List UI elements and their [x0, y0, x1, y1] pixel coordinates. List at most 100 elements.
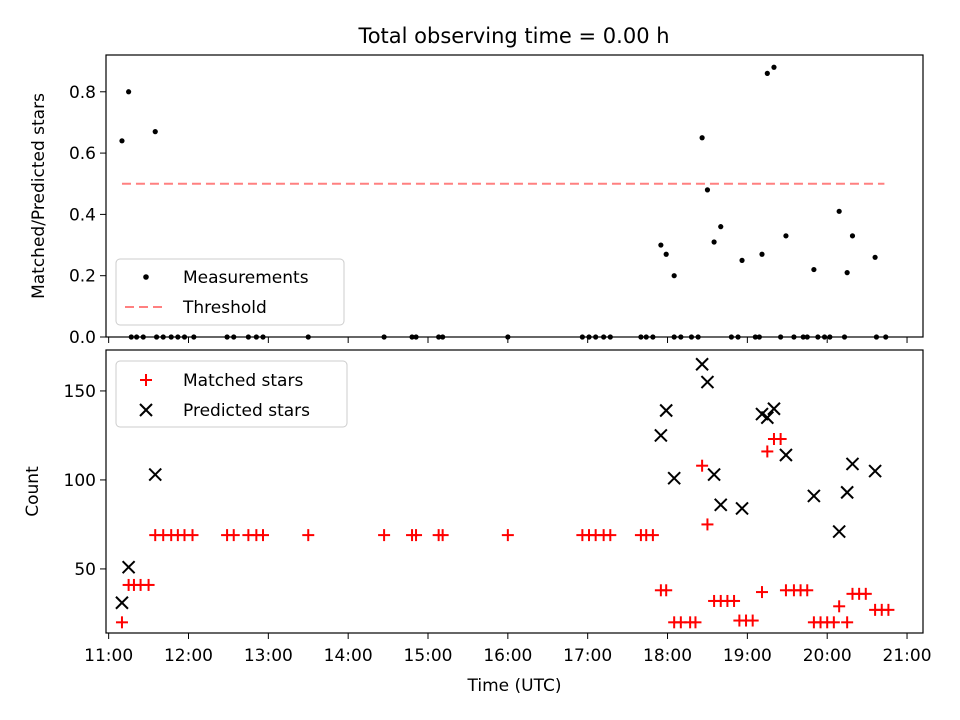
- y-tick-label: 0.8: [69, 83, 96, 103]
- x-tick-label: 18:00: [643, 646, 692, 666]
- measurement-point: [695, 334, 701, 340]
- y-axis-label: Count: [23, 466, 43, 517]
- measurement-point: [505, 334, 511, 340]
- legend-marker-matched: [140, 374, 152, 386]
- measurement-point: [718, 224, 724, 230]
- matched-star-point: [833, 600, 846, 613]
- x-stroke-b: [654, 428, 668, 443]
- measurement-point: [436, 334, 442, 340]
- measurement-point: [168, 334, 174, 340]
- measurement-point: [579, 334, 585, 340]
- matched-star-point: [827, 616, 840, 629]
- x-stroke-b: [755, 407, 769, 421]
- legend: Matched stars Predicted stars: [115, 360, 348, 428]
- measurement-point: [245, 334, 251, 340]
- matched-star-point: [604, 529, 617, 542]
- legend-marker-measurements: [143, 274, 149, 280]
- legend-label-threshold: Threshold: [182, 298, 267, 318]
- matched-star-point: [410, 529, 423, 542]
- predicted-star-point: [779, 448, 793, 462]
- x-tick-label: 11:00: [84, 646, 133, 666]
- matched-star-point: [257, 529, 270, 542]
- measurement-point: [191, 334, 197, 340]
- measurement-point: [883, 334, 889, 340]
- x-tick-label: 20:00: [803, 646, 852, 666]
- legend-label-matched: Matched stars: [183, 371, 303, 391]
- y-tick-label: 100: [64, 471, 96, 491]
- x-stroke-b: [700, 375, 715, 389]
- predicted-star-point: [700, 375, 715, 389]
- y-tick-label: 0.0: [69, 328, 96, 348]
- predicted-star-point: [707, 467, 721, 482]
- measurement-point: [128, 334, 134, 340]
- y-axis-label: Matched/Predicted stars: [29, 93, 49, 299]
- matched-star-point: [728, 594, 741, 607]
- legend: Measurements Threshold: [115, 258, 345, 326]
- measurement-point: [586, 334, 592, 340]
- measurement-point: [671, 334, 677, 340]
- measurement-point: [231, 334, 237, 340]
- predicted-star-point: [735, 501, 749, 516]
- x-stroke-b: [845, 457, 860, 471]
- measurement-point: [739, 257, 745, 263]
- matched-star-point: [696, 459, 709, 472]
- predicted-star-point: [121, 560, 136, 574]
- measurement-point: [638, 334, 644, 340]
- predicted-star-point: [845, 457, 860, 471]
- measurement-point: [699, 135, 705, 141]
- x-tick-label: 17:00: [563, 646, 612, 666]
- measurement-point: [134, 334, 140, 340]
- matched-star-point: [746, 614, 759, 627]
- x-stroke-b: [115, 596, 129, 610]
- y-tick-label: 50: [74, 560, 96, 580]
- x-tick-label: 14:00: [324, 646, 373, 666]
- measurement-point: [175, 334, 181, 340]
- predicted-star-point: [695, 357, 709, 371]
- measurement-point: [752, 334, 758, 340]
- predicted-star-point: [767, 402, 781, 416]
- measurement-point: [704, 187, 711, 193]
- predicted-star-point: [760, 410, 775, 425]
- predicted-star-point: [714, 498, 728, 512]
- measurement-point: [778, 334, 784, 340]
- matched-star-point: [646, 529, 659, 542]
- x-stroke-b: [735, 501, 749, 516]
- measurement-point: [181, 334, 188, 340]
- measurement-point: [650, 334, 656, 340]
- legend-marker-predicted: [139, 403, 153, 417]
- matched-star-point: [115, 616, 128, 629]
- measurement-point: [711, 239, 717, 245]
- x-stroke-b: [832, 524, 846, 539]
- x-tick-label: 21:00: [883, 646, 932, 666]
- measurement-point: [152, 129, 158, 135]
- measurement-point: [305, 334, 311, 340]
- x-stroke-b: [760, 410, 775, 425]
- measurement-point: [764, 70, 770, 76]
- measurement-point: [224, 334, 230, 340]
- measurement-point: [827, 334, 833, 340]
- predicted-star-point: [667, 471, 681, 485]
- x-tick-label: 19:00: [723, 646, 772, 666]
- predicted-star-point: [807, 489, 821, 503]
- measurement-point: [735, 334, 741, 340]
- matched-star-point: [186, 529, 199, 542]
- legend-box: [115, 360, 348, 428]
- x-tick-label: 13:00: [244, 646, 293, 666]
- matched-star-point: [701, 518, 714, 531]
- measurement-point: [678, 334, 684, 340]
- matched-star-point: [501, 529, 514, 542]
- matched-star-point: [689, 616, 702, 629]
- x-tick-label: 15:00: [404, 646, 453, 666]
- x-stroke-b: [121, 560, 136, 574]
- matched-star-point: [227, 529, 240, 542]
- measurement-point: [873, 334, 880, 340]
- predicted-star-point: [659, 403, 673, 418]
- measurement-point: [841, 334, 848, 340]
- x-stroke-b: [139, 403, 153, 417]
- axes-frame: [105, 54, 924, 338]
- matched-star-point: [302, 529, 315, 542]
- measurement-point: [800, 334, 806, 340]
- predicted-star-point: [148, 467, 162, 482]
- measurement-point: [409, 334, 415, 340]
